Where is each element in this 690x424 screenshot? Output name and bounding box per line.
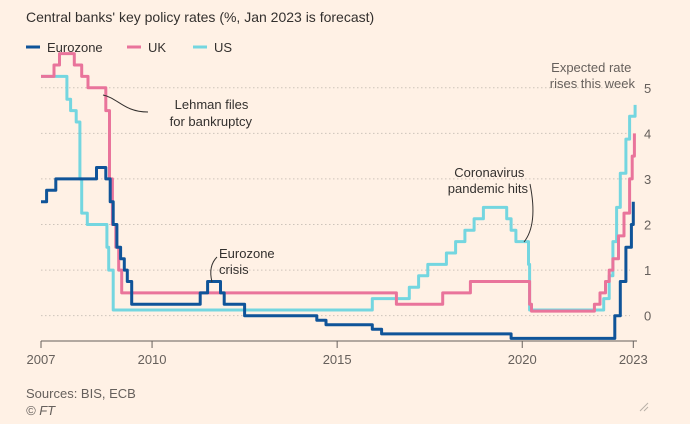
source-note: Sources: BIS, ECB <box>26 386 136 401</box>
x-tick-label-2020: 2020 <box>508 352 537 367</box>
series-line-uk <box>41 52 636 313</box>
x-tick-label-2010: 2010 <box>138 352 167 367</box>
eurozone-crisis-label: Eurozone crisis <box>219 246 278 277</box>
lehman-label-line-1: Lehman files <box>175 97 249 112</box>
series-line-eurozone <box>41 166 635 340</box>
ft-credit: © FT <box>26 403 56 418</box>
x-tick-label-2023: 2023 <box>619 352 648 367</box>
eurozone-crisis-line-2: crisis <box>219 262 249 277</box>
x-tick-label-2015: 2015 <box>323 352 352 367</box>
series-line-us <box>41 74 637 312</box>
legend-label-uk: UK <box>148 40 166 55</box>
eurozone-crisis-line-1: Eurozone <box>219 246 275 261</box>
series-lines <box>41 52 637 340</box>
resize-grip-icon <box>639 402 649 412</box>
y-tick-label-0: 0 <box>644 309 651 324</box>
chart-title: Central banks' key policy rates (%, Jan … <box>26 9 374 25</box>
lehman-label: Lehman files for bankruptcy <box>170 97 253 129</box>
legend-label-us: US <box>214 40 232 55</box>
legend: Eurozone UK US <box>26 40 232 55</box>
eurozone-crisis-connector <box>210 256 218 283</box>
y-tick-label-1: 1 <box>644 263 651 278</box>
y-tick-labels: 0 1 2 3 4 5 <box>644 81 651 324</box>
x-tick-label-2007: 2007 <box>27 352 56 367</box>
y-tick-label-2: 2 <box>644 218 651 233</box>
expected-rate-line-2: rises this week <box>550 76 636 91</box>
expected-rate-line-1: Expected rate <box>551 60 631 75</box>
lehman-label-line-2: for bankruptcy <box>170 114 253 129</box>
y-tick-label-3: 3 <box>644 172 651 187</box>
x-axis: 2007 2010 2015 2020 2023 <box>27 340 648 367</box>
coronavirus-line-1: Coronavirus <box>454 165 525 180</box>
legend-label-eurozone: Eurozone <box>47 40 103 55</box>
expected-rate-label: Expected rate rises this week <box>550 60 636 91</box>
y-tick-label-4: 4 <box>644 126 651 141</box>
coronavirus-line-2: pandemic hits <box>448 181 529 196</box>
coronavirus-label: Coronavirus pandemic hits <box>448 165 529 196</box>
y-tick-label-5: 5 <box>644 81 651 96</box>
lehman-connector <box>102 94 149 113</box>
coronavirus-connector <box>523 183 534 243</box>
